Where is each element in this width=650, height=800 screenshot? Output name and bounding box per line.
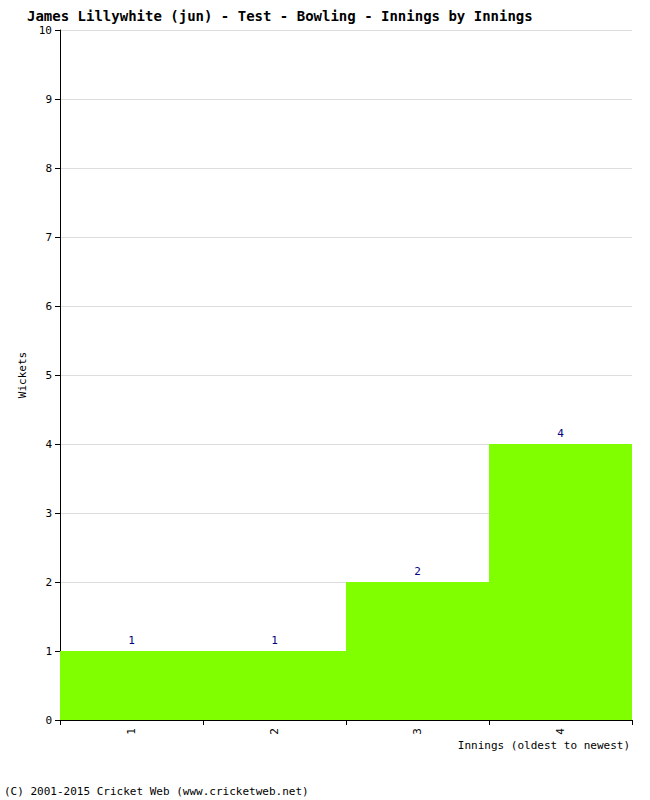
svg-text:5: 5	[45, 369, 52, 382]
svg-text:Innings (oldest to newest): Innings (oldest to newest)	[458, 739, 630, 752]
svg-text:1: 1	[125, 728, 138, 735]
svg-text:James Lillywhite (jun) - Test: James Lillywhite (jun) - Test - Bowling …	[27, 8, 533, 24]
svg-text:9: 9	[45, 93, 52, 106]
svg-text:2: 2	[268, 728, 281, 735]
svg-text:2: 2	[414, 565, 421, 578]
svg-text:Wickets: Wickets	[16, 352, 29, 398]
svg-text:(C) 2001-2015 Cricket Web (www: (C) 2001-2015 Cricket Web (www.cricketwe…	[4, 785, 309, 798]
svg-text:4: 4	[557, 427, 564, 440]
svg-text:1: 1	[45, 645, 52, 658]
svg-text:7: 7	[45, 231, 52, 244]
svg-text:2: 2	[45, 576, 52, 589]
svg-text:10: 10	[39, 24, 52, 37]
svg-text:6: 6	[45, 300, 52, 313]
svg-text:0: 0	[45, 714, 52, 727]
svg-text:4: 4	[554, 728, 567, 735]
svg-text:3: 3	[411, 728, 424, 735]
svg-text:1: 1	[271, 634, 278, 647]
svg-text:8: 8	[45, 162, 52, 175]
svg-text:4: 4	[45, 438, 52, 451]
svg-text:3: 3	[45, 507, 52, 520]
svg-text:1: 1	[128, 634, 135, 647]
